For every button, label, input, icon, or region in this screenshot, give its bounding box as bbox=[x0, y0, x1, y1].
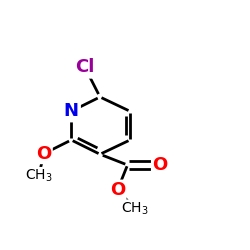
Text: N: N bbox=[64, 102, 79, 120]
Text: O: O bbox=[36, 145, 52, 163]
Text: O: O bbox=[110, 181, 125, 199]
Text: CH$_3$: CH$_3$ bbox=[121, 200, 149, 217]
Text: CH$_3$: CH$_3$ bbox=[25, 168, 52, 184]
Text: Cl: Cl bbox=[75, 58, 95, 76]
Text: O: O bbox=[152, 156, 168, 174]
